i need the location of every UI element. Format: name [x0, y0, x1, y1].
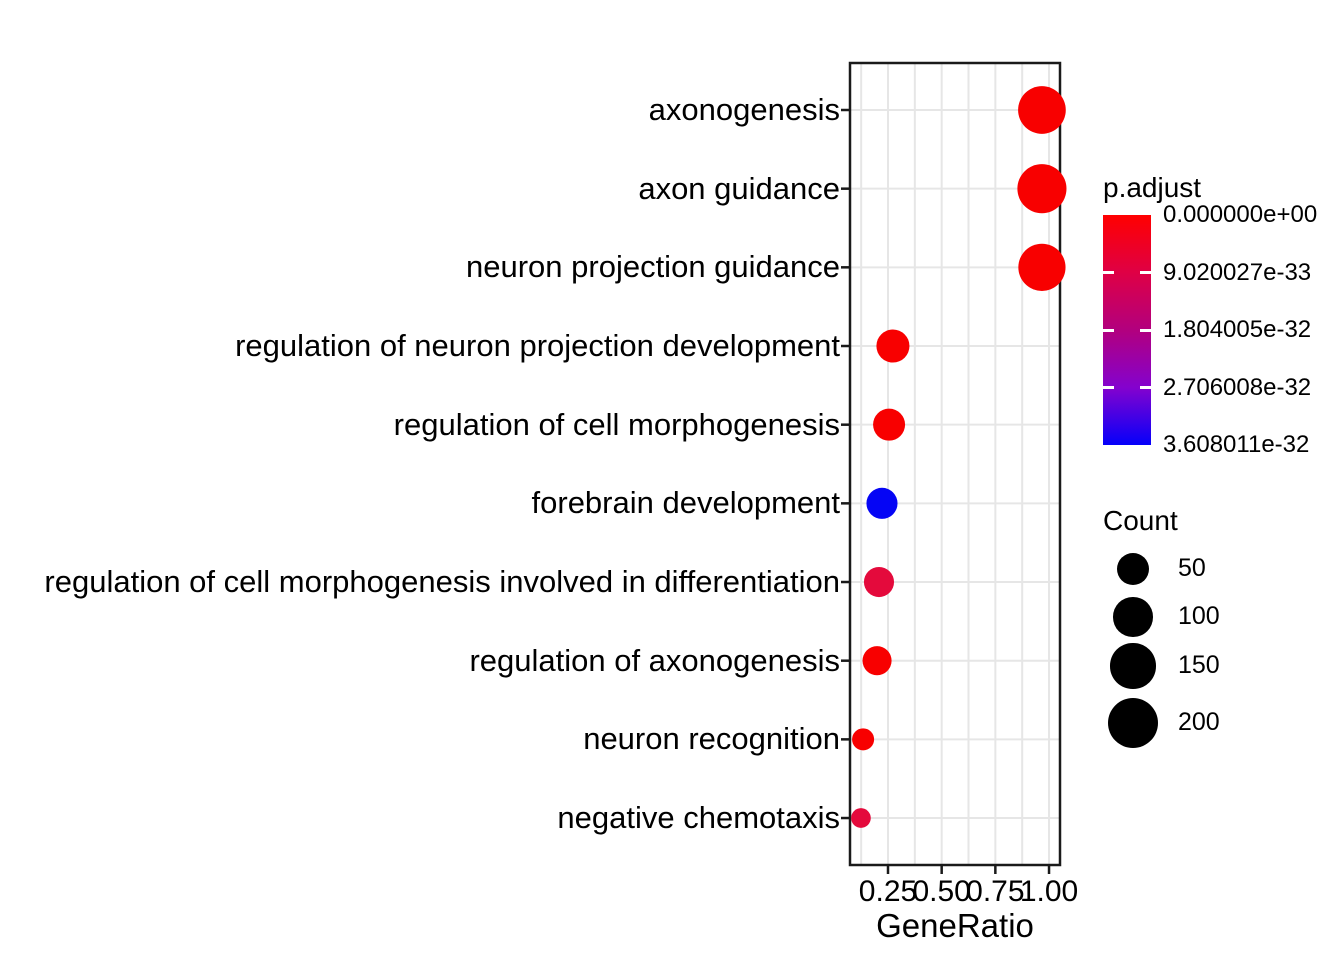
y-axis-label: axon guidance — [638, 170, 840, 206]
y-axis-label: forebrain development — [531, 485, 840, 521]
x-tick-label: 0.25 — [858, 875, 918, 908]
count-legend-circle — [1110, 643, 1156, 689]
data-point-dot — [863, 566, 895, 598]
y-axis-label: regulation of cell morphogenesis involve… — [44, 564, 840, 600]
padjust-tick-label: 3.608011e-32 — [1163, 431, 1310, 458]
padjust-legend-title: p.adjust — [1103, 172, 1202, 203]
data-point-dot — [1017, 164, 1067, 214]
x-tick-label: 0.50 — [912, 875, 971, 908]
colorbar-tick — [1140, 386, 1151, 389]
colorbar-tick — [1140, 271, 1151, 274]
padjust-tick-label: 9.020027e-33 — [1163, 258, 1312, 286]
data-point-dot — [851, 808, 871, 828]
count-legend-label: 50 — [1178, 554, 1206, 582]
colorbar-tick — [1103, 271, 1114, 274]
data-point-dot — [876, 329, 910, 363]
data-point-dot — [866, 487, 898, 519]
y-axis-label: axonogenesis — [648, 92, 840, 127]
count-legend-circle — [1116, 552, 1149, 585]
count-legend-circle — [1113, 597, 1153, 637]
colorbar-tick — [1103, 328, 1114, 332]
y-axis-label: regulation of neuron projection developm… — [235, 328, 840, 363]
data-point-dot — [862, 646, 892, 676]
y-axis-label: regulation of cell morphogenesis — [393, 406, 840, 442]
data-point-dot — [852, 728, 875, 751]
padjust-tick-label: 1.804005e-32 — [1163, 316, 1312, 343]
count-legend-label: 200 — [1178, 708, 1220, 736]
y-axis-label: neuron recognition — [583, 721, 840, 757]
y-axis-label: neuron projection guidance — [466, 249, 840, 285]
colorbar-tick — [1140, 328, 1151, 332]
data-point-dot — [873, 408, 906, 441]
data-point-dot — [1018, 243, 1066, 291]
count-legend-label: 150 — [1178, 651, 1220, 679]
panel-border — [848, 61, 1062, 867]
x-axis-title: GeneRatio — [876, 907, 1034, 944]
x-tick-label: 1.00 — [1019, 875, 1079, 908]
count-legend-label: 100 — [1178, 602, 1220, 630]
data-point-dot — [1018, 86, 1066, 134]
y-axis-label: regulation of axonogenesis — [469, 642, 840, 678]
count-legend-title: Count — [1103, 505, 1178, 536]
y-axis-label: negative chemotaxis — [557, 800, 840, 836]
padjust-tick-label: 0.000000e+00 — [1163, 201, 1318, 228]
count-legend-circle — [1107, 697, 1158, 748]
x-tick-label: 0.75 — [966, 875, 1025, 908]
colorbar-tick — [1103, 386, 1114, 389]
padjust-tick-label: 2.706008e-32 — [1163, 373, 1312, 401]
padjust-colorbar — [1103, 215, 1151, 445]
